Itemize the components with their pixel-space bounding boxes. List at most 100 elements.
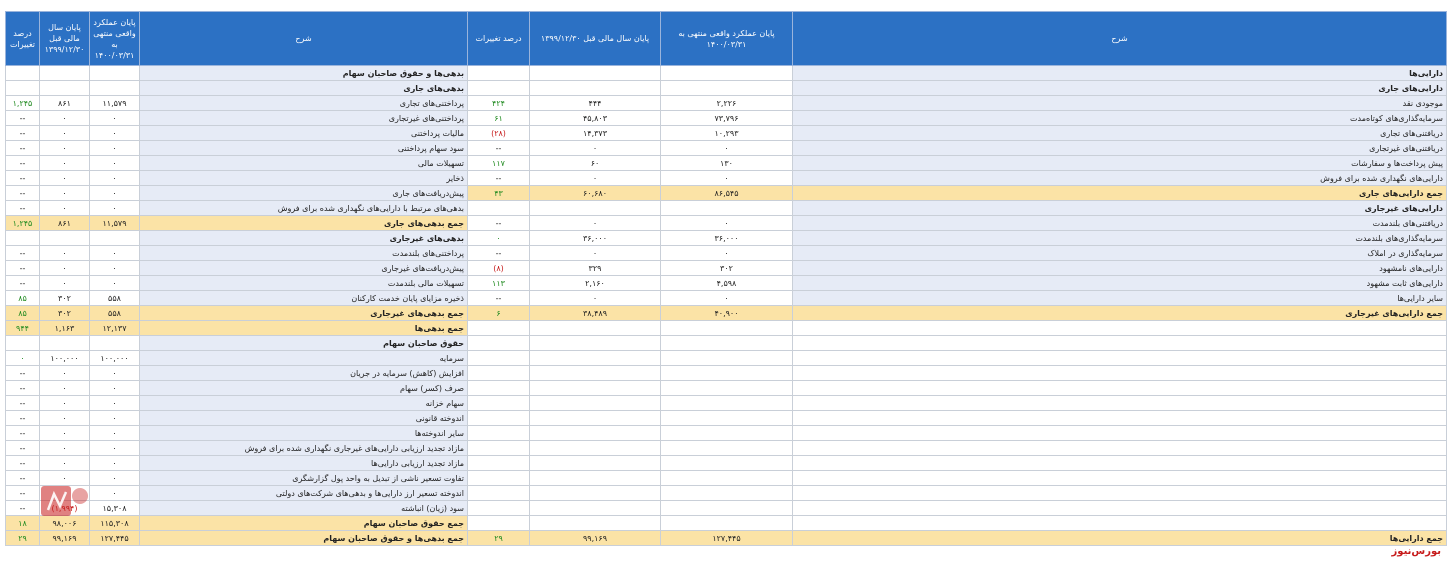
right-prev-cell: ۳۶,۰۰۰ [529, 230, 661, 246]
right-prev-cell [529, 320, 661, 336]
left-curr-cell: ۰ [89, 470, 140, 486]
left-prev-cell: ۰ [39, 440, 90, 456]
right-pct-cell [467, 80, 530, 96]
left-prev-cell: ۳۰۲ [39, 305, 90, 321]
left-curr-cell: ۰ [89, 200, 140, 216]
right-prev-cell: ۰ [529, 170, 661, 186]
right-pct-cell [467, 455, 530, 471]
left-prev-cell: ۰ [39, 410, 90, 426]
right-curr-cell [660, 395, 793, 411]
right-desc-cell [792, 515, 1447, 531]
left-desc-cell: اندوخته تسعیر ارز دارایی‌ها و بدهی‌های ش… [139, 485, 468, 501]
right-pct-cell [467, 440, 530, 456]
left-curr-cell: ۰ [89, 485, 140, 501]
right-pct-cell: -- [467, 170, 530, 186]
table-row: ۲۹ ۹۹,۱۶۹ ۱۲۷,۴۴۵ جمع بدهی‌ها و حقوق صاحبان… [5, 530, 1447, 546]
right-curr-cell: ۰ [660, 245, 793, 261]
right-desc-cell: دارایی‌های نامشهود [792, 260, 1447, 276]
table-row: بدهی‌های جاری دارایی‌های جاری [5, 80, 1447, 96]
left-pct-cell: -- [5, 170, 40, 186]
left-desc-cell: جمع بدهی‌ها [139, 320, 468, 336]
right-prev-cell [529, 515, 661, 531]
left-curr-cell: ۵۵۸ [89, 305, 140, 321]
left-desc-cell: پرداختنی‌های غیرتجاری [139, 110, 468, 126]
left-curr-cell: ۰ [89, 275, 140, 291]
left-prev-cell: ۰ [39, 125, 90, 141]
right-prev-cell [529, 440, 661, 456]
right-pct-cell [467, 200, 530, 216]
left-pct-cell: -- [5, 410, 40, 426]
table-row: -- ۰ ۰ بدهی‌های مرتبط با دارایی‌های نگهداری… [5, 200, 1447, 216]
right-desc-cell [792, 350, 1447, 366]
right-desc-cell: دریافتنی‌های تجاری [792, 125, 1447, 141]
right-curr-cell [660, 350, 793, 366]
right-pct-cell [467, 485, 530, 501]
right-pct-cell [467, 425, 530, 441]
left-curr-cell: ۱۵,۳۰۸ [89, 500, 140, 516]
right-desc-cell: جمع دارایی‌های جاری [792, 185, 1447, 201]
left-desc-cell: بدهی‌های مرتبط با دارایی‌های نگهداری شده… [139, 200, 468, 216]
left-curr-cell: ۰ [89, 380, 140, 396]
left-pct-cell: -- [5, 485, 40, 501]
left-desc-cell: جمع بدهی‌های غیرجاری [139, 305, 468, 321]
right-desc-cell: پیش پرداخت‌ها و سفارشات [792, 155, 1447, 171]
left-prev-cell [39, 230, 90, 246]
left-desc-cell: سرمایه [139, 350, 468, 366]
table-row: -- ۰ ۰ سود سهام پرداختنی -- ۰ ۰ دریافتنی‌های غی… [5, 140, 1447, 156]
table-row: ۱۸ ۹۸,۰۰۶ ۱۱۵,۳۰۸ جمع حقوق صاحبان سهام [5, 515, 1447, 531]
left-desc-cell: جمع حقوق صاحبان سهام [139, 515, 468, 531]
right-prev-cell [529, 380, 661, 396]
header-left-desc: شرح [139, 11, 468, 66]
left-desc-cell: پیش‌دریافت‌های جاری [139, 185, 468, 201]
left-curr-cell: ۰ [89, 365, 140, 381]
left-desc-cell: بدهی‌های جاری [139, 80, 468, 96]
left-prev-cell: ۰ [39, 200, 90, 216]
right-prev-cell: ۰ [529, 215, 661, 231]
left-desc-cell: ذخیره مزایای پایان خدمت کارکنان [139, 290, 468, 306]
right-desc-cell: موجودی نقد [792, 95, 1447, 111]
left-curr-cell: ۰ [89, 440, 140, 456]
left-curr-cell: ۱۲,۱۳۷ [89, 320, 140, 336]
left-pct-cell: -- [5, 455, 40, 471]
left-pct-cell: ۸۵ [5, 290, 40, 306]
left-prev-cell: ۰ [39, 425, 90, 441]
right-desc-cell [792, 440, 1447, 456]
table-row: -- ۰ ۰ سهام خزانه [5, 395, 1447, 411]
left-pct-cell: ۹۴۴ [5, 320, 40, 336]
left-curr-cell: ۱۱,۵۷۹ [89, 95, 140, 111]
right-prev-cell [529, 80, 661, 96]
left-prev-cell: ۰ [39, 245, 90, 261]
left-desc-cell: تفاوت تسعیر ناشی از تبدیل به واحد پول گز… [139, 470, 468, 486]
right-pct-cell [467, 350, 530, 366]
right-prev-cell [529, 500, 661, 516]
left-curr-cell: ۱۲۷,۴۴۵ [89, 530, 140, 546]
right-desc-cell [792, 380, 1447, 396]
left-curr-cell: ۰ [89, 125, 140, 141]
right-prev-cell [529, 200, 661, 216]
left-pct-cell: -- [5, 125, 40, 141]
right-desc-cell: جمع دارایی‌های غیرجاری [792, 305, 1447, 321]
table-row: -- ۰ ۰ اندوخته قانونی [5, 410, 1447, 426]
right-curr-cell [660, 65, 793, 81]
right-prev-cell [529, 395, 661, 411]
left-prev-cell: ۱,۱۶۳ [39, 320, 90, 336]
right-desc-cell [792, 335, 1447, 351]
right-desc-cell [792, 365, 1447, 381]
right-prev-cell [529, 365, 661, 381]
right-curr-cell: ۰ [660, 215, 793, 231]
table-row: -- ۰ ۰ مالیات پرداختنی (۲۸) ۱۴,۳۷۳ ۱۰,۲۹۳ دریاف… [5, 125, 1447, 141]
right-pct-cell [467, 335, 530, 351]
right-desc-cell [792, 485, 1447, 501]
right-desc-cell [792, 395, 1447, 411]
table-row: بدهی‌های غیرجاری ۰ ۳۶,۰۰۰ ۳۶,۰۰۰ سرمایه‌گذار… [5, 230, 1447, 246]
left-curr-cell [89, 80, 140, 96]
right-pct-cell [467, 365, 530, 381]
right-prev-cell: ۳۸,۴۸۹ [529, 305, 661, 321]
right-prev-cell: ۴۴۴ [529, 95, 661, 111]
right-desc-cell: سرمایه‌گذاری در املاک [792, 245, 1447, 261]
right-prev-cell [529, 485, 661, 501]
right-pct-cell: ۲۹ [467, 530, 530, 546]
right-pct-cell: -- [467, 140, 530, 156]
right-desc-cell: دارایی‌های نگهداری شده برای فروش [792, 170, 1447, 186]
right-pct-cell [467, 380, 530, 396]
